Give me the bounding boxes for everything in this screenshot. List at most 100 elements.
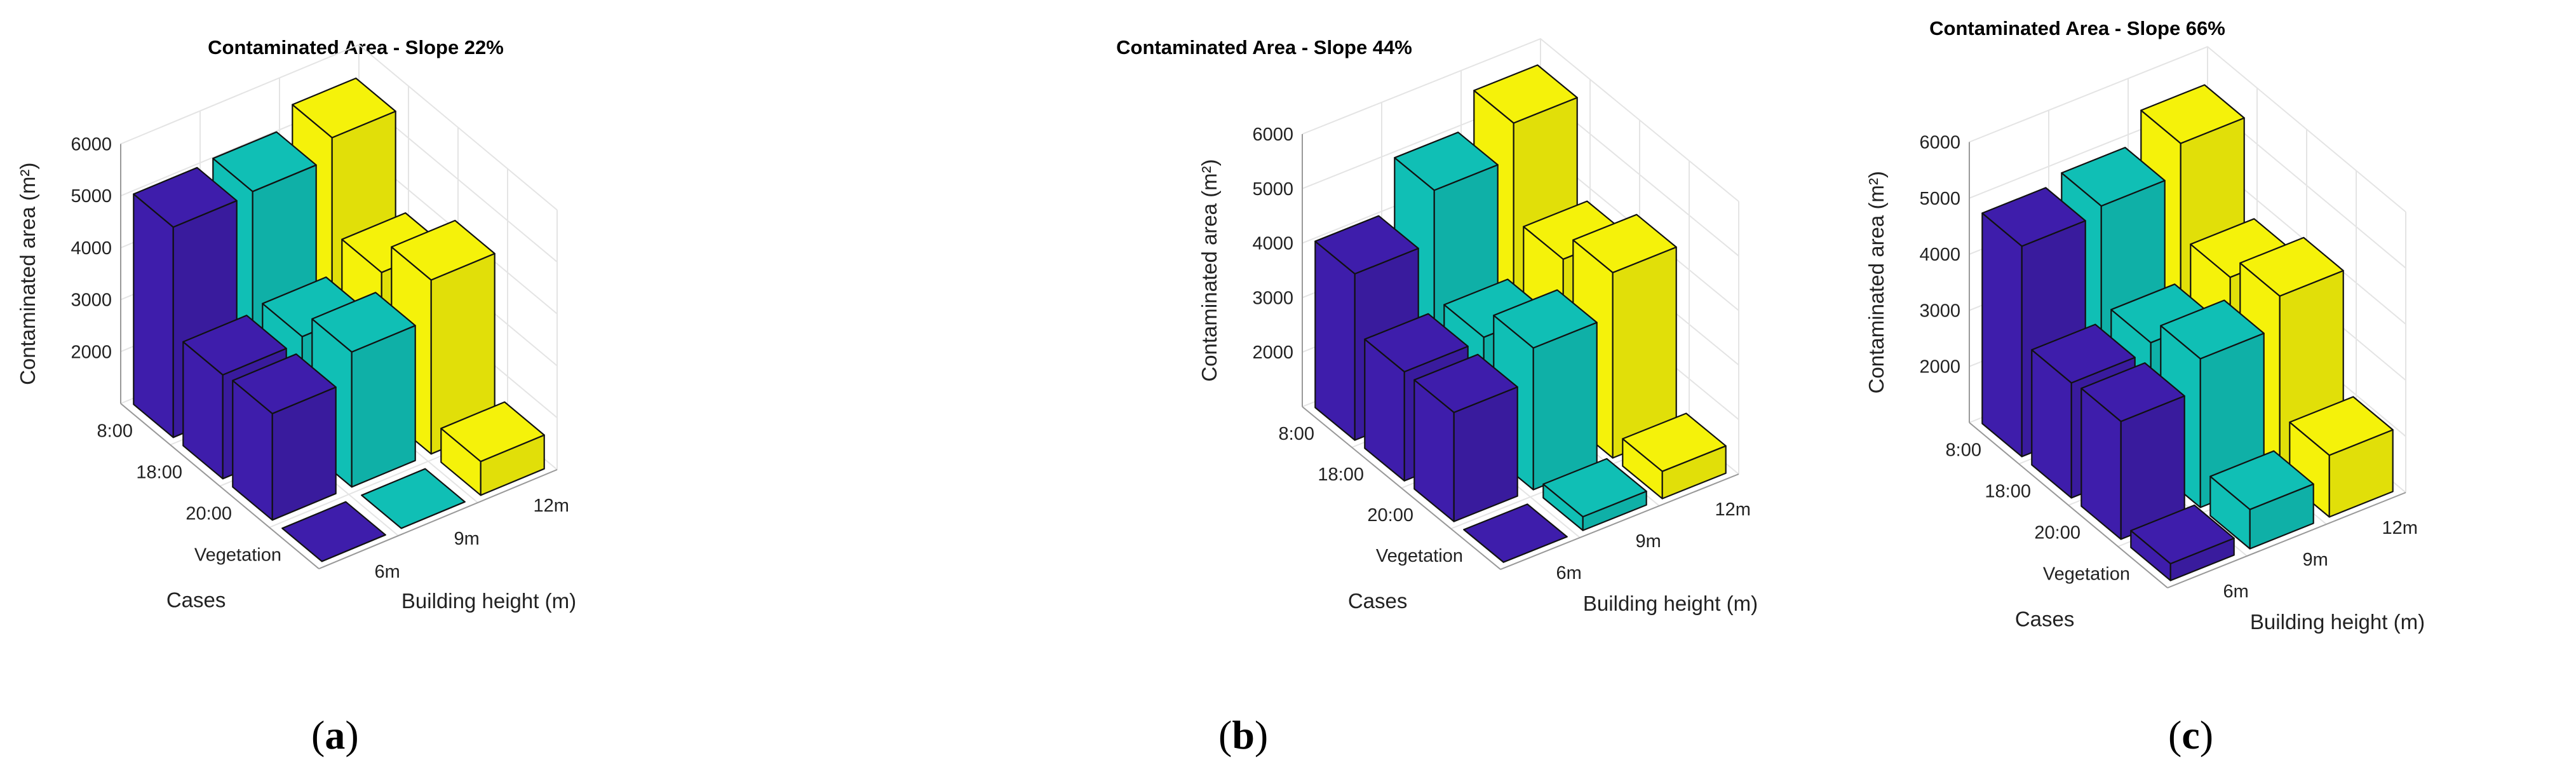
height-tick-label: 9m: [454, 529, 480, 549]
bar: [361, 468, 466, 529]
z-tick-label: 5000: [1919, 189, 1960, 209]
bars: [1981, 84, 2394, 581]
bar-face: [1542, 458, 1647, 518]
bar-face: [440, 401, 545, 463]
bar-face: [212, 131, 317, 193]
z-axis-label: Contaminated area (m²): [1197, 159, 1221, 381]
bar-face: [1314, 240, 1356, 441]
case-tick-label: 18:00: [136, 463, 182, 483]
bar-face: [281, 501, 386, 562]
panel-label: c: [2182, 712, 2200, 757]
height-tick-label: 6m: [2223, 581, 2249, 602]
axis-line: [1969, 422, 2168, 588]
bar-face: [391, 219, 496, 281]
bar-face: [2239, 236, 2344, 297]
case-tick-label: 18:00: [1985, 482, 2031, 502]
bar: [232, 353, 337, 521]
bars: [133, 77, 545, 562]
bar-face: [1394, 132, 1499, 191]
bar-face: [311, 292, 416, 353]
z-tick-label: 5000: [71, 186, 112, 207]
bar-face: [1364, 313, 1469, 373]
height-tick-label: 12m: [2382, 518, 2418, 538]
height-tick-label: 9m: [2303, 550, 2328, 570]
height-tick-label: 6m: [375, 562, 400, 582]
bar-face: [232, 353, 337, 414]
x-axis-label: Cases: [1348, 589, 1408, 613]
bar: [281, 501, 386, 562]
bars: [1314, 64, 1727, 563]
bar: [2289, 396, 2394, 518]
bar-face: [1473, 64, 1578, 124]
bar: [1463, 503, 1568, 563]
case-tick-label: Vegetation: [194, 545, 281, 566]
bar-face: [1532, 322, 1598, 491]
case-tick-label: 8:00: [97, 421, 133, 442]
chart-title: Contaminated Area - Slope 66%: [1929, 17, 2225, 39]
z-tick-label: 6000: [1252, 125, 1293, 145]
height-tick-label: 12m: [534, 496, 569, 516]
axis-line: [318, 469, 558, 569]
z-tick-label: 2000: [1919, 357, 1960, 377]
z-tick-label: 3000: [1252, 288, 1293, 308]
bar-face: [182, 315, 287, 376]
bar-face: [2209, 450, 2314, 510]
z-tick-label: 4000: [1252, 234, 1293, 254]
panel-caption-a: (a): [311, 712, 359, 757]
panel-label: a: [325, 712, 346, 757]
bar-face: [2031, 323, 2136, 384]
z-tick-label: 3000: [71, 290, 112, 311]
panel-label: b: [1232, 712, 1255, 757]
height-tick-label: 6m: [1556, 563, 1582, 583]
chart-panel-c: Contaminated Area - Slope 66% 2000 3000 40…: [1865, 17, 2425, 634]
bar-face: [1622, 412, 1727, 472]
bar-face: [2289, 396, 2394, 456]
chart-title: Contaminated Area - Slope 22%: [208, 36, 504, 58]
bar-face: [133, 193, 174, 438]
z-tick-label: 3000: [1919, 301, 1960, 321]
bar-face: [1981, 187, 2086, 247]
bar-face: [2160, 299, 2265, 360]
bar-face: [1981, 212, 2023, 458]
case-tick-label: 20:00: [1367, 505, 1413, 526]
bar: [2209, 450, 2314, 550]
case-tick-label: 20:00: [2034, 523, 2080, 543]
x-axis-label: Cases: [166, 588, 226, 612]
case-tick-label: 8:00: [1279, 424, 1314, 444]
case-tick-label: Vegetation: [1376, 546, 1463, 566]
z-tick-label: 4000: [71, 238, 112, 259]
bar-face: [133, 166, 238, 228]
bar-face: [2061, 147, 2166, 207]
axis-line: [1302, 406, 1501, 570]
bar: [2080, 362, 2185, 540]
case-tick-label: Vegetation: [2043, 564, 2130, 585]
height-tick-label: 9m: [1636, 531, 1661, 552]
case-tick-label: 18:00: [1318, 465, 1364, 485]
bar: [440, 401, 545, 496]
y-axis-label: Building height (m): [1583, 592, 1758, 615]
bar-face: [1493, 289, 1598, 349]
chart-panel-a: Contaminated Area - Slope 22% 2000 3000 40…: [16, 36, 576, 613]
bar-face: [2130, 504, 2235, 565]
bar-face: [1463, 503, 1568, 563]
z-tick-label: 2000: [1252, 343, 1293, 363]
bar-face: [1572, 214, 1677, 273]
y-axis-label: Building height (m): [2250, 610, 2425, 634]
panel-caption-b: (b): [1218, 712, 1269, 757]
panel-caption-c: (c): [2168, 712, 2214, 757]
z-axis-label: Contaminated area (m²): [1865, 171, 1888, 393]
x-axis-label: Cases: [2015, 608, 2075, 631]
case-tick-label: 20:00: [185, 504, 232, 524]
axis-line: [1500, 473, 1739, 570]
bar-face: [2080, 362, 2185, 423]
bar: [2130, 504, 2235, 581]
bar-face: [292, 77, 396, 139]
case-tick-label: 8:00: [1946, 440, 1981, 461]
z-tick-label: 5000: [1252, 179, 1293, 200]
bar: [1542, 458, 1647, 531]
bar: [1413, 353, 1518, 522]
axis-line: [120, 403, 320, 569]
chart-panel-b: Contaminated Area - Slope 44% 2000 3000 40…: [1116, 36, 1758, 615]
bar: [1622, 412, 1727, 499]
